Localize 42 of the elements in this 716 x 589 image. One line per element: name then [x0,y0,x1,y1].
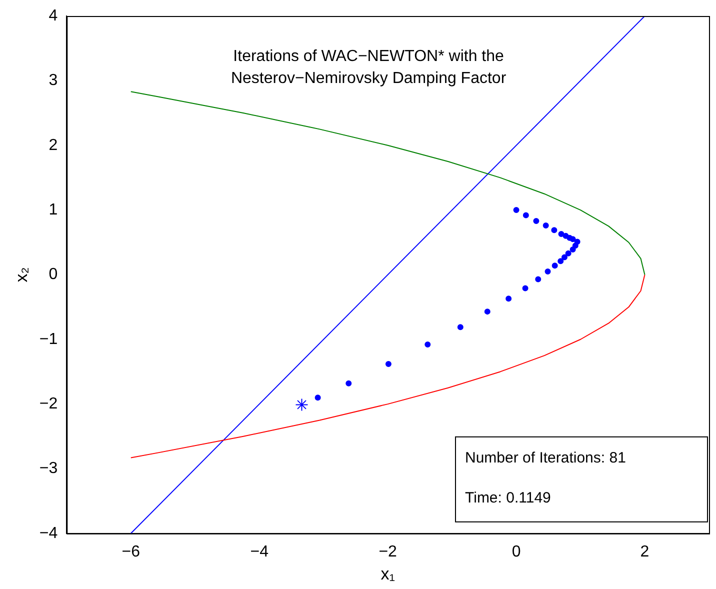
point [544,268,551,274]
point [314,394,321,401]
point [552,262,558,269]
point [385,360,392,367]
point [533,218,540,224]
point [535,276,542,282]
x-tick-label: −6 [122,543,140,560]
point [484,308,490,315]
y-tick-label: 2 [48,136,58,154]
y-axis-title: x₂ [12,267,31,282]
y-tick-label: 0 [48,266,58,284]
annotation: Time: 0.1149 [465,489,551,506]
point [457,324,464,330]
y-tick-label: −3 [39,460,58,478]
point [522,285,528,292]
point [570,236,576,242]
point [542,222,549,229]
x-axis-title: x₁ [380,564,396,584]
annotation: Number of Iterations: 81 [465,449,626,466]
point [565,250,572,256]
point [558,230,564,237]
x-tick-label: −2 [378,543,398,560]
text: Iterations of WAC−NEWTON* with the Nesterov−Nemirovsky Damping Factor [230,48,507,87]
x-tick-label: 2 [640,543,650,560]
point [346,380,352,386]
point [561,254,568,260]
point [551,227,558,234]
point [570,246,576,252]
y-tick-label: −1 [39,330,58,348]
y-tick-label: 4 [48,7,58,24]
point [522,212,529,218]
x-tick-label: −4 [250,543,269,560]
point [558,258,564,264]
point [424,342,431,348]
y-tick-label: 3 [48,72,58,90]
y-tick-label: −2 [39,395,58,412]
point [506,296,512,302]
point [295,398,308,412]
y-tick-label: 1 [48,201,58,218]
point [513,207,520,214]
x-tick-label: 0 [512,543,521,560]
y-tick-label: −4 [39,524,58,542]
